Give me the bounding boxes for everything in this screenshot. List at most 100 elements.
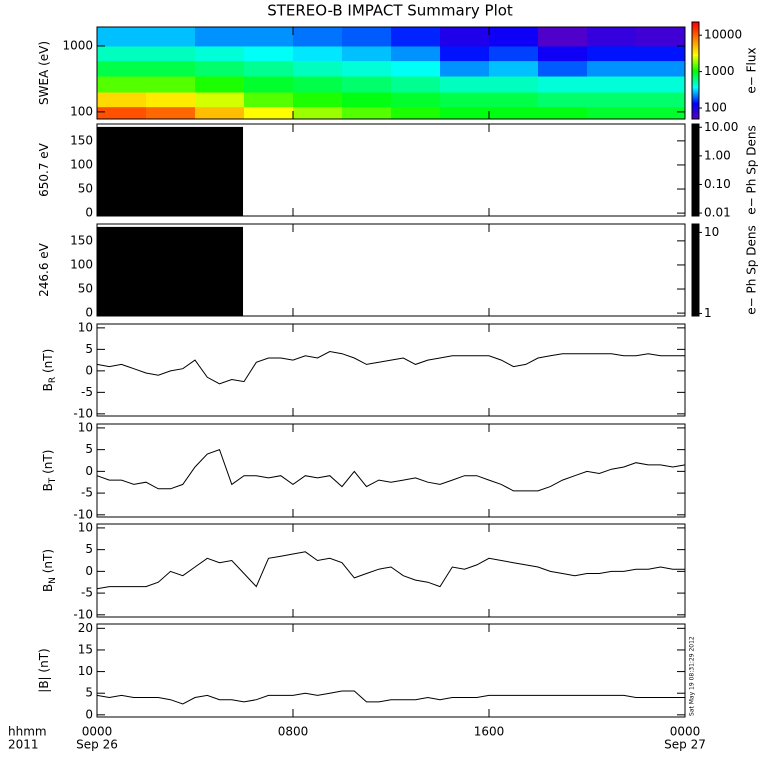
date-label: Sep 26 xyxy=(76,738,118,752)
heat-cell xyxy=(97,27,147,47)
heat-cell xyxy=(636,60,686,77)
colorbar-step xyxy=(692,112,699,115)
colorbar-step xyxy=(692,109,699,112)
colorbar-label: e− Ph Sp Dens xyxy=(745,225,759,314)
data-line xyxy=(96,551,685,590)
heat-cell xyxy=(538,92,588,108)
data-line xyxy=(96,448,686,492)
y-label-sub: N xyxy=(48,577,58,584)
heat-cell xyxy=(146,76,196,93)
x-tick-label: 0800 xyxy=(278,725,309,739)
data-line xyxy=(96,350,685,385)
heat-cell xyxy=(489,45,539,62)
y-tick-label: 150 xyxy=(70,133,93,147)
heat-cell xyxy=(587,106,637,120)
colorbar-step xyxy=(692,110,699,114)
colorbar-step xyxy=(692,52,699,55)
heat-cell xyxy=(146,27,196,47)
y-axis-label: BR (nT) xyxy=(41,349,58,392)
heat-cell xyxy=(146,106,196,120)
colorbar xyxy=(692,224,699,316)
y-label-unit: (nT) xyxy=(41,450,55,478)
colorbar-step xyxy=(692,83,699,86)
heat-cell xyxy=(391,45,441,62)
heat-cell xyxy=(293,45,343,62)
y-label-main: B xyxy=(41,383,55,391)
colorbar-step xyxy=(692,117,699,120)
heat-cell xyxy=(97,45,147,62)
heat-cell xyxy=(440,92,490,108)
heat-cell xyxy=(342,27,392,47)
heat-cell xyxy=(146,92,196,108)
y-tick-label: 0 xyxy=(85,707,93,721)
colorbar-label: e− Ph Sp Dens xyxy=(745,125,759,214)
y-tick-label: -10 xyxy=(73,406,93,420)
heat-cell xyxy=(293,27,343,47)
heat-cell xyxy=(489,106,539,120)
panel-frame xyxy=(96,623,686,718)
y-label-main: 650.7 eV xyxy=(37,142,51,197)
heat-cell xyxy=(342,45,392,62)
heat-cell xyxy=(244,27,294,47)
panel-frame xyxy=(96,26,686,120)
colorbar-step xyxy=(692,106,699,109)
panel-frame xyxy=(96,323,686,417)
colorbar-step xyxy=(692,33,699,36)
colorbar-step xyxy=(692,30,699,33)
colorbar-tick-label: 10.00 xyxy=(704,120,738,134)
heat-cell xyxy=(538,106,588,120)
panel: -10 -5 0 5 10 BN (nT) xyxy=(41,520,686,621)
heat-cell xyxy=(587,27,637,47)
y-label-main: B xyxy=(41,584,55,592)
data-block xyxy=(97,226,244,316)
colorbar-tick-label: 0.10 xyxy=(704,177,731,191)
heat-cell xyxy=(391,92,441,108)
heat-cell xyxy=(342,76,392,93)
colorbar-step xyxy=(692,36,699,39)
y-tick-label: -5 xyxy=(81,385,93,399)
y-tick-label: 20 xyxy=(78,621,93,635)
colorbar-frame xyxy=(691,223,700,317)
heat-cell xyxy=(244,76,294,93)
panel: 0 50 100 150 246.6 eV 1 10 e− Ph Sp Dens xyxy=(37,223,759,320)
heat-cell xyxy=(440,27,490,47)
colorbar-step xyxy=(692,28,699,31)
colorbar-step xyxy=(692,104,699,107)
heat-cell xyxy=(293,92,343,108)
timestamp: Sat May 19 08:31:29 2012 xyxy=(689,636,696,716)
panel-frame xyxy=(96,223,686,317)
heat-cell xyxy=(195,106,245,120)
heat-cell xyxy=(391,106,441,120)
y-label-main: |B| (nT) xyxy=(37,648,51,692)
colorbar-step xyxy=(692,88,699,91)
panel-frame xyxy=(96,123,686,217)
panel: -10 -5 0 5 10 BR (nT) xyxy=(41,320,686,420)
y-axis-label: BN (nT) xyxy=(41,549,58,592)
colorbar-step xyxy=(692,70,699,73)
heat-cell xyxy=(391,60,441,77)
colorbar-step xyxy=(692,55,699,59)
colorbar-step xyxy=(692,114,699,117)
heat-cell xyxy=(97,92,147,108)
colorbar-step xyxy=(692,76,699,80)
colorbar xyxy=(692,124,699,216)
heat-cell xyxy=(195,27,245,47)
colorbar-step xyxy=(692,57,699,60)
heat-cell xyxy=(440,45,490,62)
heat-cell xyxy=(440,60,490,77)
heat-cell xyxy=(440,106,490,120)
y-axis-label: BT (nT) xyxy=(41,450,58,492)
colorbar-step xyxy=(692,34,699,38)
colorbar-step xyxy=(692,101,699,104)
heat-cell xyxy=(538,27,588,47)
heat-cell xyxy=(587,92,637,108)
heat-cell xyxy=(636,76,686,93)
y-tick-label: 0 xyxy=(85,306,93,320)
colorbar-step xyxy=(692,23,699,26)
colorbar-step xyxy=(692,99,699,102)
colorbar-step xyxy=(692,78,699,81)
heat-cell xyxy=(391,76,441,93)
y-tick-label: 1000 xyxy=(62,38,93,52)
heat-cell xyxy=(636,45,686,62)
